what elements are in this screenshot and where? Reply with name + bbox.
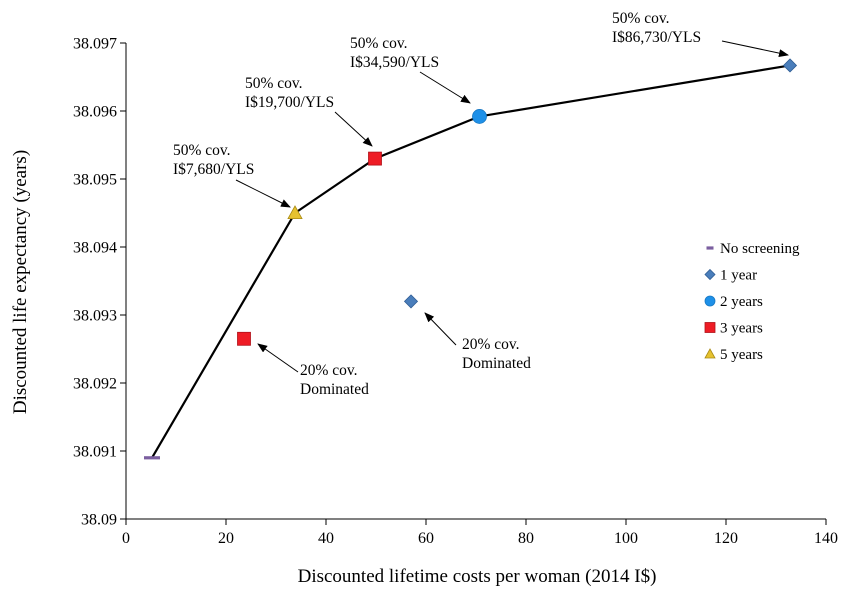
- legend-marker: [704, 295, 716, 307]
- x-tick-label: 0: [122, 530, 130, 547]
- y-tick-label: 38.093: [73, 308, 117, 325]
- x-tick-label: 140: [814, 530, 838, 547]
- legend-marker: [706, 246, 714, 250]
- annotation-label: 50% cov. I$7,680/YLS: [173, 142, 254, 178]
- annotations: 50% cov. I$7,680/YLS 50% cov. I$19,700/YLS 5…: [173, 10, 789, 398]
- x-tick-label: 20: [218, 530, 234, 547]
- y-axis-title: Discounted life expectancy (years): [10, 150, 31, 414]
- y-tick-label: 38.091: [73, 444, 117, 461]
- point-1-year: [782, 58, 798, 73]
- point-3-years: [237, 331, 251, 346]
- efficiency-frontier: [151, 64, 791, 459]
- point-1-year: [403, 294, 419, 309]
- annotation-arrow: [334, 111, 373, 147]
- y-tick-label: 38.092: [73, 376, 117, 393]
- point-5-years: [287, 205, 303, 220]
- x-tick-label: 80: [518, 530, 534, 547]
- x-tick-label: 100: [614, 530, 638, 547]
- x-tick-label: 60: [418, 530, 434, 547]
- point-no-screening: [144, 456, 160, 460]
- x-tick-label: 120: [714, 530, 738, 547]
- point-3-years: [368, 151, 382, 166]
- annotation-arrow: [257, 343, 299, 373]
- annotation-arrow: [235, 179, 291, 208]
- point-2-years: [472, 109, 487, 124]
- legend-label: 5 years: [720, 347, 763, 363]
- y-tick-label: 38.094: [73, 240, 117, 257]
- y-tick-label: 38.097: [73, 36, 117, 53]
- legend-marker: [704, 348, 716, 359]
- axes: 38.09 38.091 38.092 38.093 38.094 38.095 38.09…: [73, 36, 838, 548]
- legend-label: No screening: [720, 241, 800, 257]
- annotation-arrow: [419, 71, 471, 104]
- legend-marker: [704, 268, 716, 281]
- legend-label: 2 years: [720, 294, 763, 310]
- annotation-arrow: [424, 312, 457, 346]
- legend-label: 3 years: [720, 321, 763, 337]
- annotation-label: 50% cov. I$86,730/YLS: [612, 10, 701, 46]
- x-tick-label: 40: [318, 530, 334, 547]
- annotation-label: 50% cov. I$19,700/YLS: [245, 75, 334, 111]
- annotation-label: 20% cov. Dominated: [300, 362, 369, 398]
- legend: No screening 1 year 2 years 3 years 5 years: [704, 241, 800, 363]
- annotation-label: 50% cov. I$34,590/YLS: [350, 35, 439, 71]
- legend-marker: [704, 322, 716, 333]
- data-points: [144, 58, 798, 460]
- legend-label: 1 year: [720, 268, 757, 284]
- frontier-line: [151, 64, 791, 459]
- annotation-arrow: [721, 40, 789, 58]
- y-tick-label: 38.09: [81, 512, 117, 529]
- annotation-label: 20% cov. Dominated: [462, 336, 531, 372]
- y-tick-label: 38.096: [73, 104, 117, 121]
- y-tick-label: 38.095: [73, 172, 117, 189]
- x-axis-title: Discounted lifetime costs per woman (201…: [298, 566, 657, 587]
